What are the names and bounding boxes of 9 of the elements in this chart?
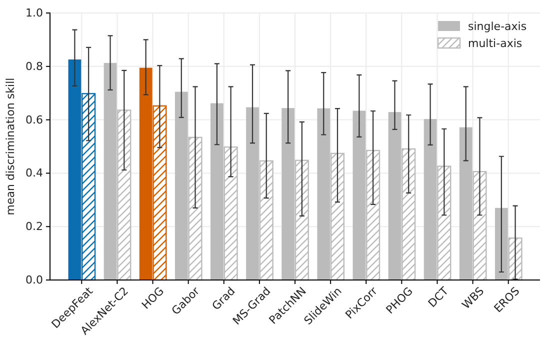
y-tick-label: 0.8	[26, 60, 43, 73]
y-axis-title: mean discrimination skill	[4, 78, 17, 216]
y-tick-label: 0.0	[26, 274, 43, 287]
y-tick-label: 0.6	[26, 113, 43, 126]
y-tick-label: 1.0	[26, 6, 43, 20]
y-tick-label: 0.4	[26, 166, 43, 180]
legend-label: multi-axis	[468, 37, 522, 50]
y-tick-label: 0.2	[26, 220, 43, 234]
legend-label: single-axis	[468, 20, 527, 33]
